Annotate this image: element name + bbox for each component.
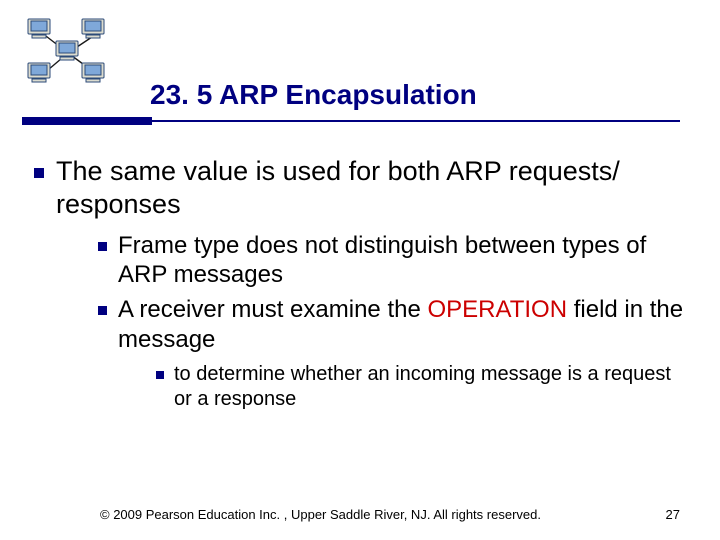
bullet-text: The same value is used for both ARP requ… <box>56 156 620 219</box>
logo-network-clipart <box>20 15 120 90</box>
footer: © 2009 Pearson Education Inc. , Upper Sa… <box>0 507 720 522</box>
title-block: 23. 5 ARP Encapsulation <box>150 80 680 117</box>
bullet-lvl2: A receiver must examine the OPERATION fi… <box>88 295 690 412</box>
copyright-text: © 2009 Pearson Education Inc. , Upper Sa… <box>100 507 541 522</box>
title-underline <box>22 120 680 130</box>
content-area: The same value is used for both ARP requ… <box>22 155 690 424</box>
bullet-lvl1: The same value is used for both ARP requ… <box>22 155 690 412</box>
network-computers-icon <box>20 15 120 90</box>
bullet-sublist-1: Frame type does not distinguish between … <box>88 231 690 412</box>
bullet-list: The same value is used for both ARP requ… <box>22 155 690 412</box>
bullet-sublist-2: to determine whether an incoming message… <box>148 362 690 412</box>
bullet-lvl2: Frame type does not distinguish between … <box>88 231 690 290</box>
bullet-text: to determine whether an incoming message… <box>174 363 671 410</box>
slide-title: 23. 5 ARP Encapsulation <box>150 80 680 111</box>
bullet-text-pre: A receiver must examine the <box>118 296 427 323</box>
bullet-text-emphasis: OPERATION <box>427 296 567 323</box>
page-number: 27 <box>666 507 680 522</box>
bullet-lvl3: to determine whether an incoming message… <box>148 362 690 412</box>
bullet-text: Frame type does not distinguish between … <box>118 232 646 288</box>
slide: 23. 5 ARP Encapsulation The same value i… <box>0 0 720 540</box>
underline-thick <box>22 117 152 125</box>
